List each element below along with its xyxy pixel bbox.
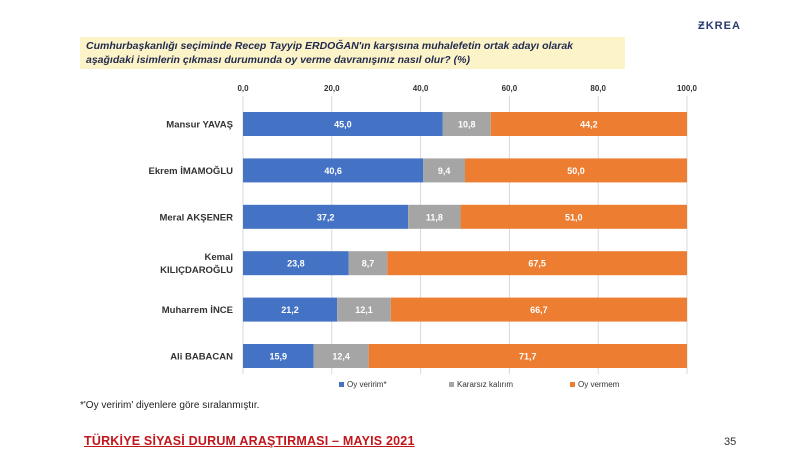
- data-label: 15,9: [270, 352, 288, 362]
- data-label: 66,7: [530, 305, 548, 315]
- legend-swatch: [339, 382, 344, 387]
- data-label: 37,2: [317, 212, 335, 222]
- bar-segment: [337, 297, 391, 322]
- bar-segment: [387, 251, 687, 276]
- data-label: 50,0: [567, 166, 585, 176]
- data-label: 8,7: [362, 259, 375, 269]
- bar-segment: [408, 204, 461, 229]
- survey-question-text: Cumhurbaşkanlığı seçiminde Recep Tayyip …: [86, 40, 574, 66]
- footnote: *'Oy veririm' diyenlere göre sıralanmışt…: [80, 400, 260, 411]
- x-tick-label: 20,0: [324, 84, 340, 93]
- legend-label: Oy veririm*: [347, 380, 387, 389]
- bar-segment: [243, 297, 338, 322]
- x-tick-label: 80,0: [590, 84, 606, 93]
- bar-segment: [243, 112, 443, 136]
- bar-segment: [490, 112, 687, 136]
- legend-swatch: [570, 382, 575, 387]
- bar-segment: [348, 251, 388, 276]
- legend-swatch: [449, 382, 454, 387]
- bar-segment: [313, 344, 369, 368]
- survey-question: Cumhurbaşkanlığı seçiminde Recep Tayyip …: [80, 37, 625, 69]
- bar-segment: [243, 204, 409, 229]
- x-tick-label: 100,0: [677, 84, 698, 93]
- data-label: 9,4: [438, 166, 451, 176]
- bar-segment: [243, 158, 424, 183]
- data-label: 12,1: [355, 305, 373, 315]
- data-label: 44,2: [580, 120, 598, 130]
- data-label: 51,0: [565, 212, 583, 222]
- category-label: Ali BABACAN: [170, 352, 233, 363]
- data-label: 12,4: [332, 352, 350, 362]
- x-tick-label: 0,0: [237, 84, 249, 93]
- category-label: Ekrem İMAMOĞLU: [149, 165, 234, 177]
- data-label: 67,5: [528, 259, 546, 269]
- bar-segment: [368, 344, 687, 368]
- bar-segment: [243, 251, 349, 276]
- category-label: Meral AKŞENER: [159, 212, 233, 223]
- bar-segment: [390, 297, 687, 322]
- x-tick-label: 40,0: [413, 84, 429, 93]
- bar-segment: [442, 112, 491, 136]
- category-label: KILIÇDAROĞLU: [160, 264, 233, 276]
- data-label: 11,8: [426, 212, 443, 222]
- data-label: 71,7: [519, 352, 537, 362]
- bar-segment: [423, 158, 465, 183]
- x-tick-label: 60,0: [502, 84, 518, 93]
- footer-title: TÜRKİYE SİYASİ DURUM ARAŞTIRMASI – MAYIS…: [84, 434, 415, 448]
- data-label: 45,0: [334, 120, 352, 130]
- data-label: 10,8: [458, 120, 476, 130]
- bar-segment: [243, 344, 314, 368]
- category-label: Muharrem İNCE: [162, 305, 233, 316]
- logo-text: ƵKREA: [698, 20, 741, 32]
- data-label: 23,8: [287, 259, 305, 269]
- data-label: 40,6: [324, 166, 342, 176]
- category-label: Mansur YAVAŞ: [166, 120, 233, 131]
- bar-segment: [460, 204, 687, 229]
- data-label: 21,2: [281, 305, 299, 315]
- category-label: Kemal: [204, 252, 233, 263]
- legend-label: Oy vermem: [578, 380, 620, 389]
- bar-segment: [465, 158, 687, 183]
- page-number: 35: [724, 436, 737, 448]
- legend-label: Kararsız kalırım: [457, 380, 513, 389]
- company-logo: ƵKREA: [698, 20, 741, 32]
